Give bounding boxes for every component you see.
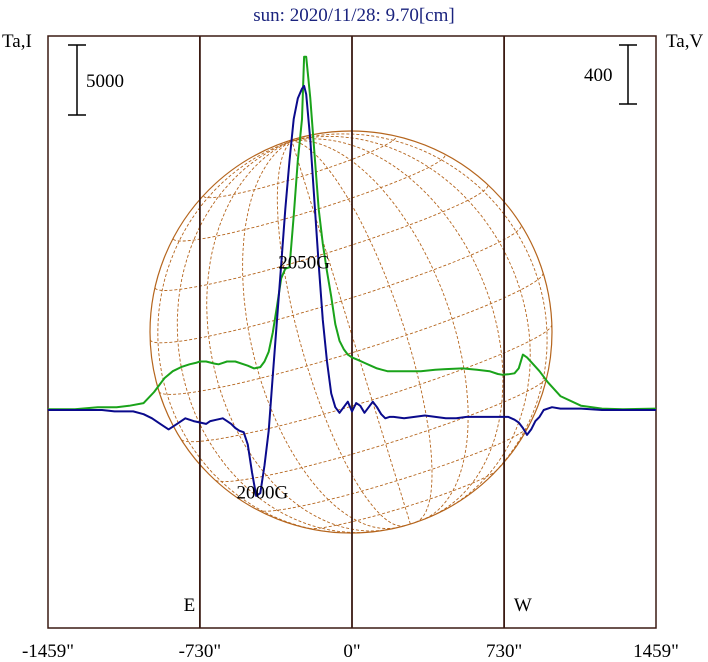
series-lines xyxy=(48,55,657,497)
longitude-line xyxy=(291,135,531,511)
right-scale-label: 400 xyxy=(584,65,613,86)
longitude-line xyxy=(242,140,396,529)
limb-marker-e: E xyxy=(184,595,196,616)
disk-limb xyxy=(149,130,553,534)
longitude-line xyxy=(291,140,469,520)
x-tick-label: -730" xyxy=(179,641,222,662)
x-tick-label: 1459" xyxy=(633,641,679,662)
solar-disk-grid xyxy=(149,130,553,534)
latitude-line xyxy=(173,154,446,242)
series-intensity xyxy=(48,55,657,411)
field-annotation: 2000G xyxy=(237,483,289,504)
left-scale-label: 5000 xyxy=(86,71,124,92)
longitude-line xyxy=(291,138,504,517)
longitude-line xyxy=(291,140,433,523)
latitude-line xyxy=(181,324,553,443)
annotations: 2050G 2000G xyxy=(237,253,331,504)
left-scale-bar xyxy=(68,44,86,116)
right-axis-label: Ta,V xyxy=(666,31,703,52)
longitude-line xyxy=(157,140,331,533)
x-tick-label: -1459" xyxy=(22,641,74,662)
limb-marker-w: W xyxy=(514,595,532,616)
right-scale-bar xyxy=(619,44,637,105)
longitude-line xyxy=(206,140,389,532)
left-axis-label: Ta,I xyxy=(2,31,32,52)
x-tick-labels: -1459" -730" 0" 730" 1459" xyxy=(22,641,679,662)
vertical-lines xyxy=(198,36,506,628)
longitude-line xyxy=(291,133,548,486)
field-annotation: 2050G xyxy=(278,253,330,274)
x-tick-label: 730" xyxy=(486,641,522,662)
longitude-line xyxy=(176,140,375,534)
x-tick-label: 0" xyxy=(343,641,360,662)
series-polarization xyxy=(48,84,656,497)
longitude-line xyxy=(276,140,406,527)
longitude-line xyxy=(291,140,411,525)
chart-title: sun: 2020/11/28: 9.70[cm] xyxy=(253,5,454,26)
latitude-line xyxy=(203,136,397,199)
latitude-line xyxy=(215,377,547,483)
